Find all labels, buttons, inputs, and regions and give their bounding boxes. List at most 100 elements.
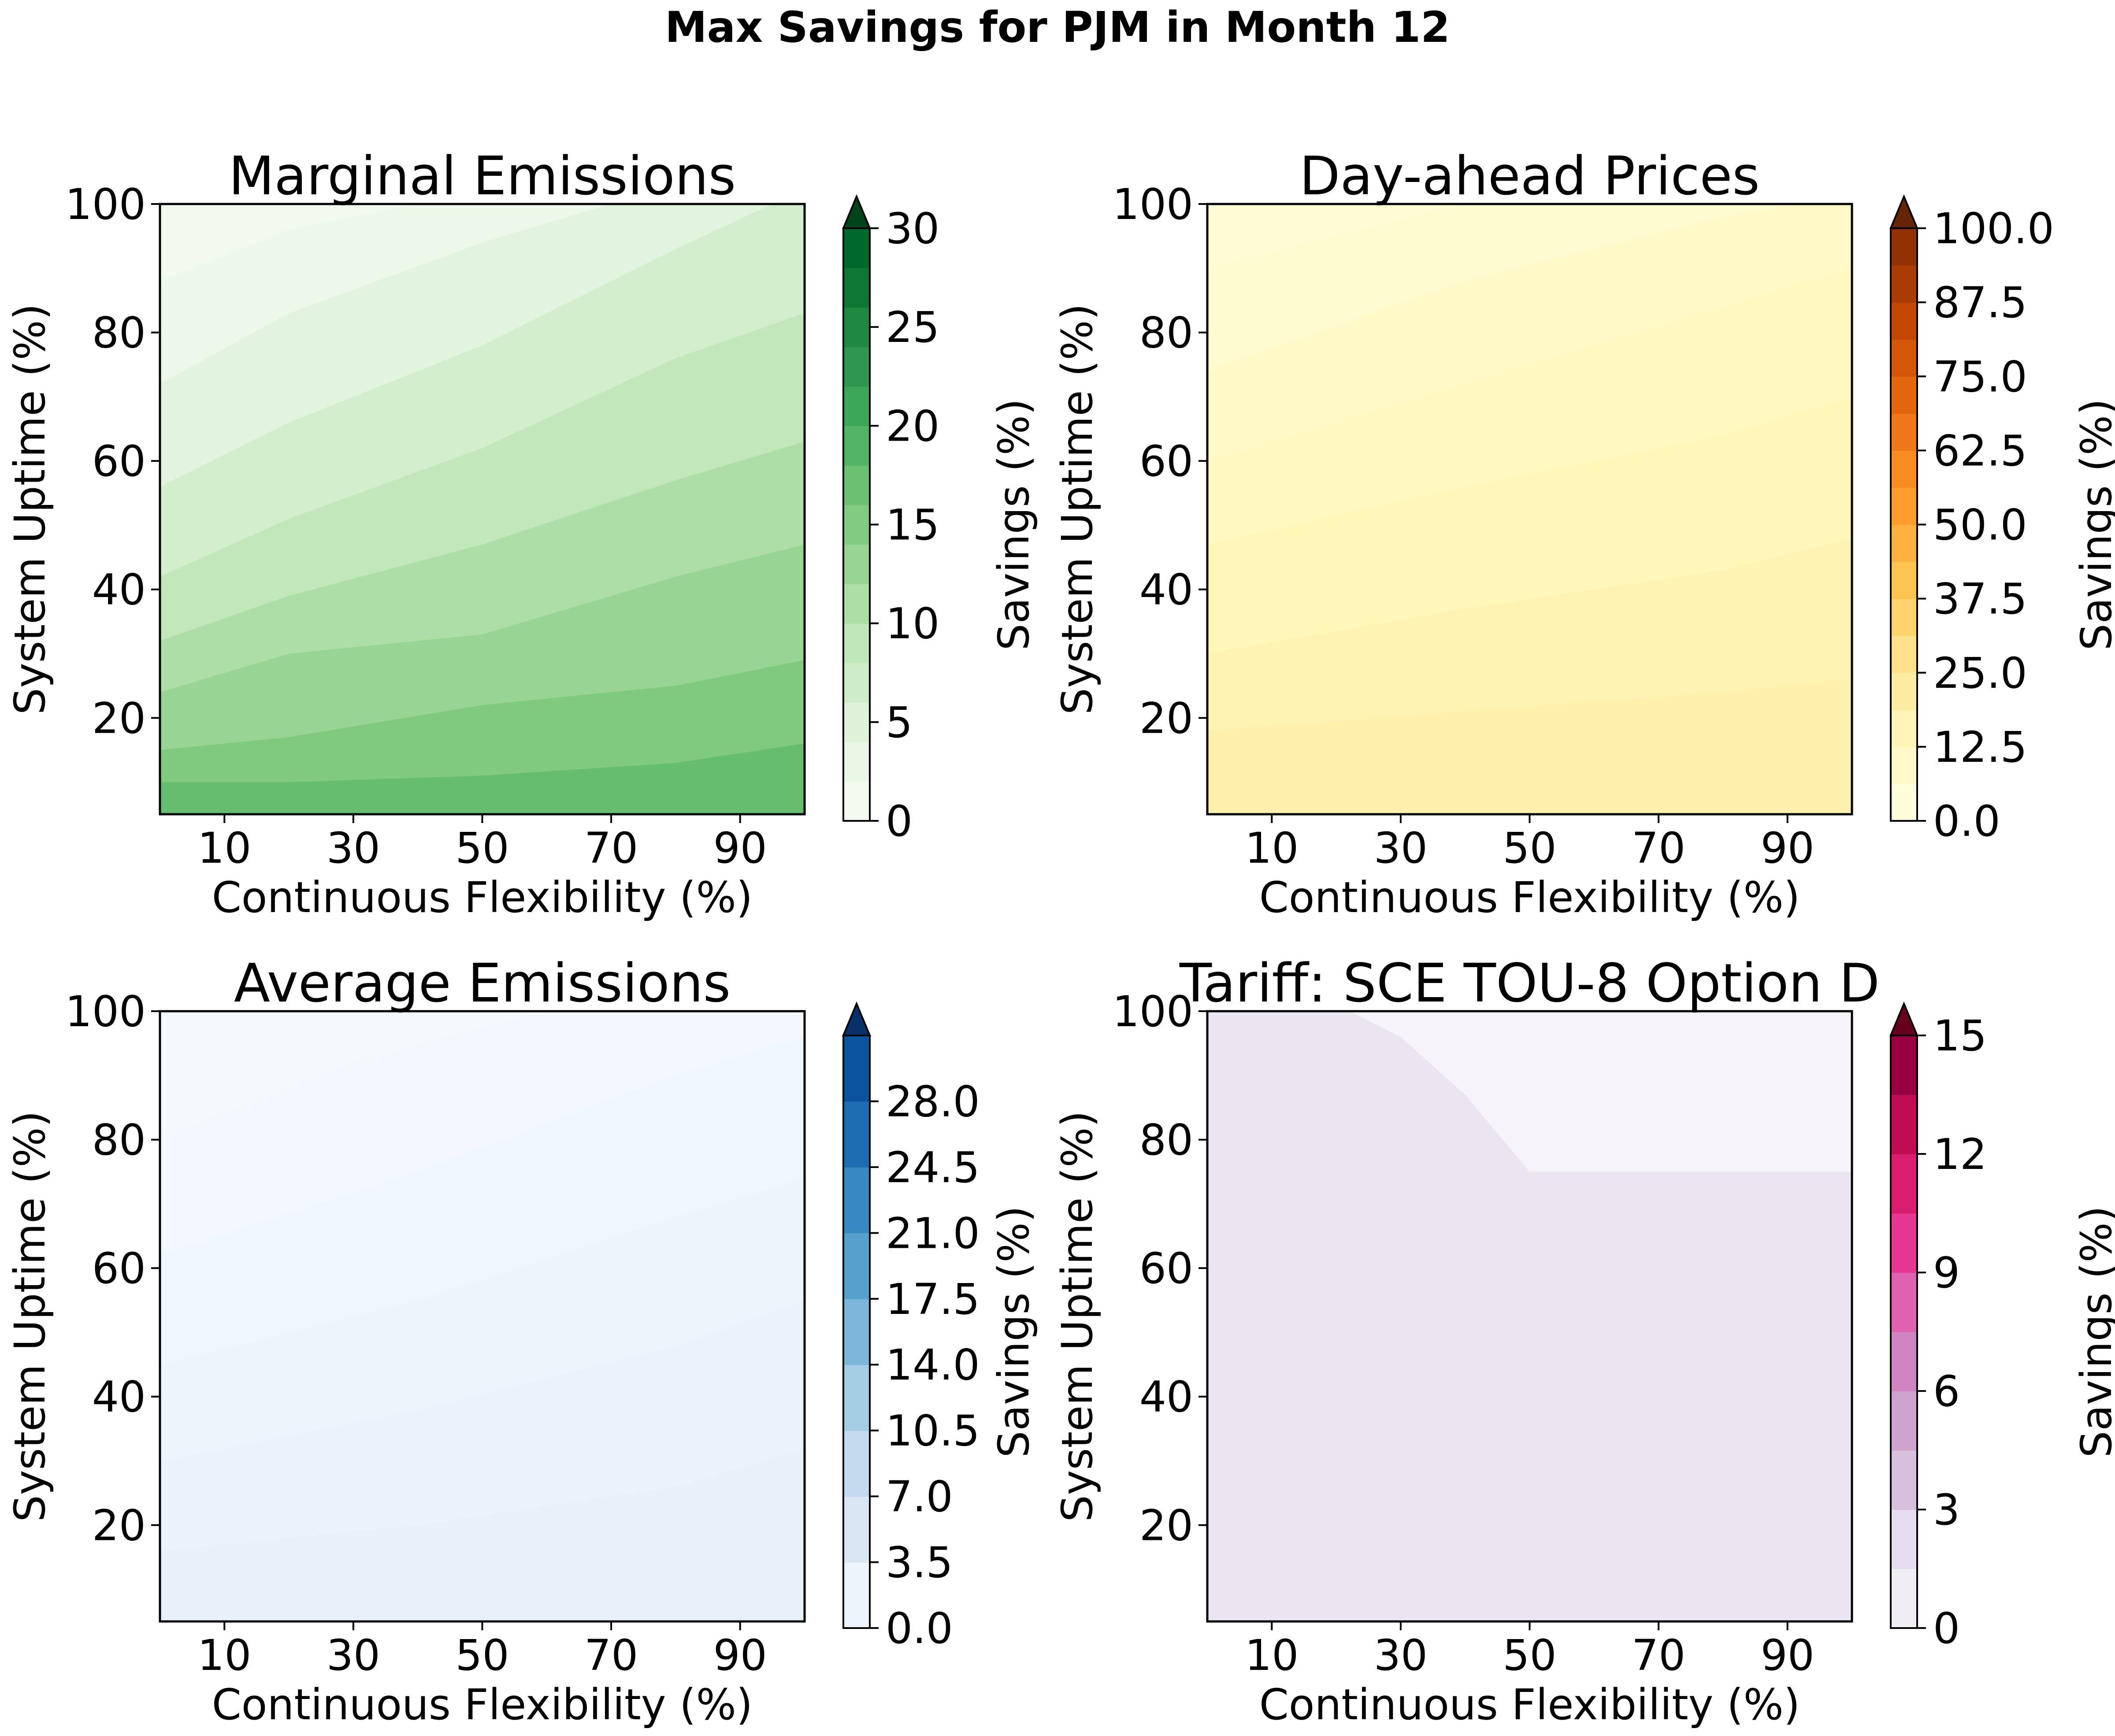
y-tick-label: 100 xyxy=(65,987,146,1036)
colorbar-tick-label: 9 xyxy=(1933,1248,1960,1298)
colorbar-segment xyxy=(1891,1035,1917,1095)
colorbar-tick-label: 3 xyxy=(1933,1485,1960,1535)
y-tick-label: 80 xyxy=(1139,308,1193,358)
x-axis-label: Continuous Flexibility (%) xyxy=(212,873,753,922)
colorbar-segment xyxy=(843,663,870,703)
contour-band-2 xyxy=(1207,1011,1852,1621)
colorbar-tick-label: 100.0 xyxy=(1933,204,2054,253)
colorbar-tick-label: 0.0 xyxy=(1933,797,2000,846)
subplot-title: Tariff: SCE TOU-8 Option D xyxy=(1179,953,1880,1014)
colorbar-tick-label: 15 xyxy=(886,501,939,550)
x-tick-label: 30 xyxy=(327,1631,380,1680)
contour-field xyxy=(1207,204,1852,814)
colorbar: 0.0 3.5 7.0 10.5 14.0 17.5 21.0 24.5 28.0 Savings… xyxy=(842,1001,1039,1653)
x-tick-label: 70 xyxy=(584,823,638,873)
colorbar-segment xyxy=(1891,1391,1917,1451)
contour-band-5 xyxy=(160,1448,805,1621)
colorbar-segment xyxy=(843,1101,870,1168)
subplot-2: 10 30 50 70 90 20 40 60 80 100 Day-ahead Prices Con… xyxy=(1053,146,2115,922)
y-tick-label: 80 xyxy=(1139,1116,1193,1165)
colorbar-segment xyxy=(1891,450,1917,488)
colorbar-segment xyxy=(1891,709,1917,747)
colorbar: 0 3 6 9 12 15 Savings (%) xyxy=(1889,1001,2115,1653)
colorbar-tick-label: 25.0 xyxy=(1933,649,2027,698)
colorbar-segment xyxy=(1891,1510,1917,1569)
colorbar-segment xyxy=(843,228,870,268)
colorbar-segment xyxy=(1891,1272,1917,1332)
colorbar-tick-label: 20 xyxy=(886,401,939,451)
x-tick-label: 30 xyxy=(1374,1631,1428,1680)
colorbar-tick-label: 12 xyxy=(1933,1130,1987,1179)
colorbar-tick-label: 10 xyxy=(886,599,939,649)
colorbar-tick-label: 7.0 xyxy=(886,1472,953,1521)
y-tick-label: 60 xyxy=(1139,1244,1193,1293)
y-tick-label: 100 xyxy=(1113,180,1193,229)
y-tick-label: 60 xyxy=(92,1244,146,1293)
x-tick-label: 10 xyxy=(1245,1631,1299,1680)
y-tick-label: 20 xyxy=(92,694,146,743)
colorbar-tick-label: 3.5 xyxy=(886,1538,953,1588)
colorbar-segment xyxy=(1891,1450,1917,1510)
y-tick-label: 20 xyxy=(1139,694,1193,743)
y-tick-label: 40 xyxy=(1139,565,1193,615)
colorbar-tick-label: 0 xyxy=(886,797,913,846)
colorbar-segment xyxy=(843,702,870,742)
x-tick-label: 70 xyxy=(1632,1631,1685,1680)
x-tick-label: 30 xyxy=(327,823,380,873)
colorbar-segment xyxy=(1891,1154,1917,1214)
x-tick-label: 30 xyxy=(1374,823,1428,873)
x-tick-label: 90 xyxy=(1761,1631,1814,1680)
colorbar-segment xyxy=(1891,635,1917,673)
y-tick-label: 80 xyxy=(92,1116,146,1165)
colorbar-segment xyxy=(1891,339,1917,377)
colorbar-segment xyxy=(1891,1094,1917,1154)
y-tick-label: 60 xyxy=(1139,437,1193,486)
colorbar-tick-label: 5 xyxy=(886,698,913,747)
y-axis-label: System Uptime (%) xyxy=(5,304,55,715)
x-axis-label: Continuous Flexibility (%) xyxy=(1259,873,1800,922)
colorbar-segment xyxy=(1891,413,1917,451)
y-tick-label: 60 xyxy=(92,437,146,486)
colorbar-segment xyxy=(843,1233,870,1299)
colorbar-tick-label: 10.5 xyxy=(886,1406,980,1456)
colorbar-tick-label: 75.0 xyxy=(1933,352,2027,401)
colorbar-segment xyxy=(1891,1213,1917,1273)
colorbar-segment xyxy=(1891,228,1917,266)
colorbar-tick-label: 24.5 xyxy=(886,1143,980,1192)
colorbar: 0.0 12.5 25.0 37.5 50.0 62.5 75.0 87.5 100.0 Savi… xyxy=(1889,194,2115,846)
subplot-title: Average Emissions xyxy=(234,953,731,1014)
colorbar-segment xyxy=(843,465,870,505)
colorbar-label: Savings (%) xyxy=(2072,399,2115,651)
colorbar-segment xyxy=(843,426,870,466)
colorbar-segment xyxy=(1891,672,1917,710)
colorbar-segment xyxy=(843,267,870,308)
colorbar-segment xyxy=(1891,487,1917,525)
y-tick-label: 40 xyxy=(92,565,146,615)
colorbar-segment xyxy=(843,504,870,545)
colorbar-tick-label: 25 xyxy=(886,303,939,352)
colorbar-tick-label: 28.0 xyxy=(886,1077,980,1126)
colorbar-segment xyxy=(843,623,870,664)
colorbar-segment xyxy=(843,307,870,347)
colorbar-segment xyxy=(843,781,870,821)
y-tick-label: 20 xyxy=(1139,1501,1193,1550)
colorbar-tick-label: 14.0 xyxy=(886,1340,980,1390)
y-axis-label: System Uptime (%) xyxy=(5,1111,55,1522)
subplot-title: Day-ahead Prices xyxy=(1299,146,1760,207)
colorbar-extend-arrow xyxy=(1889,1001,1918,1036)
colorbar-label: Savings (%) xyxy=(989,399,1039,651)
colorbar-segment xyxy=(843,742,870,782)
y-tick-label: 100 xyxy=(65,180,146,229)
subplot-title: Marginal Emissions xyxy=(229,146,736,207)
colorbar-segment xyxy=(843,1562,870,1628)
x-tick-label: 10 xyxy=(197,1631,251,1680)
contour-band-6 xyxy=(1207,679,1852,814)
contour-field xyxy=(160,204,805,814)
x-tick-label: 50 xyxy=(1503,1631,1556,1680)
colorbar-tick-label: 15 xyxy=(1933,1011,1987,1061)
x-tick-label: 50 xyxy=(1503,823,1556,873)
subplot-3: 10 30 50 70 90 20 40 60 80 100 Average Emissions Co… xyxy=(5,953,1039,1729)
x-tick-label: 90 xyxy=(713,823,767,873)
